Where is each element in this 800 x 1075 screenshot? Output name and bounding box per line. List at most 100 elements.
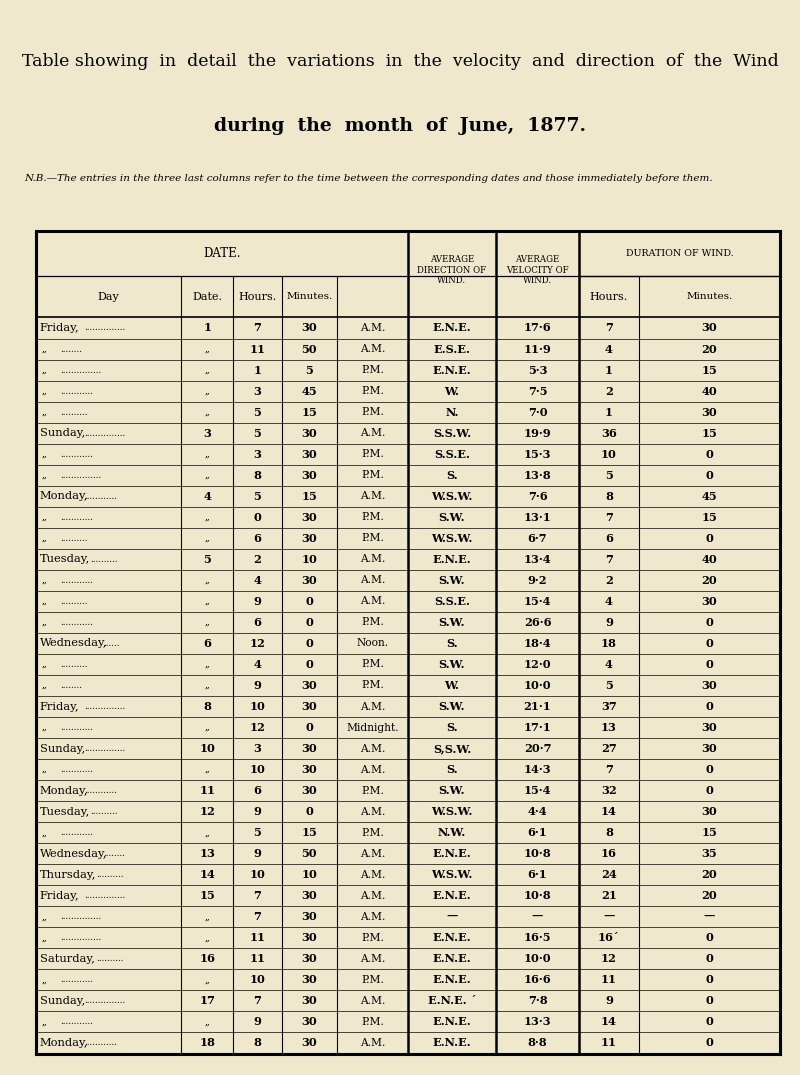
Text: W.S.W.: W.S.W. [431,806,473,817]
Text: 8: 8 [605,827,613,839]
Text: E.S.E.: E.S.E. [434,344,470,355]
Text: 14: 14 [601,806,617,817]
Text: 11: 11 [601,1037,617,1048]
Text: Hours.: Hours. [238,292,277,302]
Text: 10·0: 10·0 [524,954,551,964]
Text: 0: 0 [306,722,314,733]
Text: 30: 30 [302,1017,318,1028]
Text: 4·4: 4·4 [528,806,547,817]
Text: ,,: ,, [204,680,210,690]
Text: A.M.: A.M. [360,744,386,754]
Text: 5: 5 [203,554,211,564]
Text: A.M.: A.M. [360,597,386,606]
Text: 0: 0 [706,533,714,544]
Text: Sunday,: Sunday, [40,995,85,1006]
Text: 30: 30 [702,406,717,417]
Text: 5: 5 [254,490,262,502]
Text: 0: 0 [706,995,714,1006]
Text: 12: 12 [601,954,617,964]
Text: 6: 6 [605,533,613,544]
Text: P.M.: P.M. [362,786,384,795]
Text: N.: N. [446,406,458,417]
Text: DATE.: DATE. [203,247,241,260]
Text: 32: 32 [601,785,617,797]
Text: 19·9: 19·9 [524,428,551,439]
Text: 30: 30 [702,743,717,754]
Text: during  the  month  of  June,  1877.: during the month of June, 1877. [214,117,586,135]
Text: 10: 10 [250,870,266,880]
Text: —: — [446,912,458,922]
Text: 15: 15 [702,364,717,375]
Text: 15: 15 [199,890,215,901]
Text: Hours.: Hours. [590,292,628,302]
Text: Tuesday,: Tuesday, [40,555,90,564]
Text: 20: 20 [702,890,717,901]
Text: E.N.E.: E.N.E. [433,890,471,901]
Text: P.M.: P.M. [362,386,384,396]
Text: 13: 13 [601,722,617,733]
Text: ...............: ............... [84,429,126,438]
Text: 4: 4 [254,659,262,670]
Text: 0: 0 [706,1037,714,1048]
Text: S.W.: S.W. [438,575,465,586]
Text: N.B.—The entries in the three last columns refer to the time between the corresp: N.B.—The entries in the three last colum… [24,174,713,183]
Text: 15: 15 [702,827,717,839]
Text: ,,: ,, [42,597,48,606]
Text: ,,: ,, [204,387,210,396]
Text: 8: 8 [254,470,262,481]
Text: 12: 12 [250,637,266,649]
Text: ,,: ,, [42,344,48,354]
Text: 1: 1 [203,322,211,333]
Text: 30: 30 [302,575,318,586]
Text: 6: 6 [254,617,262,628]
Text: 0: 0 [706,448,714,460]
Text: P.M.: P.M. [362,366,384,375]
Text: P.M.: P.M. [362,407,384,417]
Text: ,,: ,, [204,618,210,627]
Text: 13·4: 13·4 [524,554,551,564]
Text: 7·6: 7·6 [528,490,547,502]
Text: A.M.: A.M. [360,322,386,333]
Text: 7·0: 7·0 [528,406,547,417]
Text: E.N.E. ´: E.N.E. ´ [428,995,476,1006]
Text: 9: 9 [254,806,262,817]
Text: ,,: ,, [42,723,48,732]
Text: ,,: ,, [42,534,48,543]
Text: ........: ........ [60,680,82,690]
Text: A.M.: A.M. [360,912,386,921]
Text: A.M.: A.M. [360,555,386,564]
Text: 35: 35 [702,848,717,859]
Text: ..........: .......... [60,660,87,669]
Text: E.N.E.: E.N.E. [433,322,471,333]
Text: 30: 30 [302,890,318,901]
Text: ...............: ............... [60,366,101,374]
Text: ...............: ............... [84,891,126,900]
Text: 7: 7 [605,512,613,522]
Text: 1: 1 [605,364,613,375]
Text: 15·4: 15·4 [524,596,551,607]
Text: A.M.: A.M. [360,575,386,586]
Text: Friday,: Friday, [40,702,79,712]
Text: E.N.E.: E.N.E. [433,364,471,375]
Text: A.M.: A.M. [360,870,386,879]
Text: ............: ............ [60,449,93,459]
Text: 3: 3 [254,743,262,754]
Text: 45: 45 [702,490,717,502]
Text: 12·0: 12·0 [524,659,551,670]
Text: 10: 10 [302,554,318,564]
Text: 0: 0 [306,596,314,607]
Text: ,,: ,, [42,387,48,396]
Text: 18·4: 18·4 [524,637,551,649]
Text: ,,: ,, [204,913,210,921]
Text: 50: 50 [302,344,318,355]
Text: 13·3: 13·3 [524,1017,551,1028]
Text: 11: 11 [250,344,266,355]
Text: 12: 12 [199,806,215,817]
Text: 7: 7 [254,322,262,333]
Text: —: — [704,912,715,922]
Text: ............: ............ [60,576,93,585]
Text: 20: 20 [702,344,717,355]
Text: Monday,: Monday, [40,491,88,501]
Text: 9·2: 9·2 [528,575,547,586]
Text: W.S.W.: W.S.W. [431,870,473,880]
